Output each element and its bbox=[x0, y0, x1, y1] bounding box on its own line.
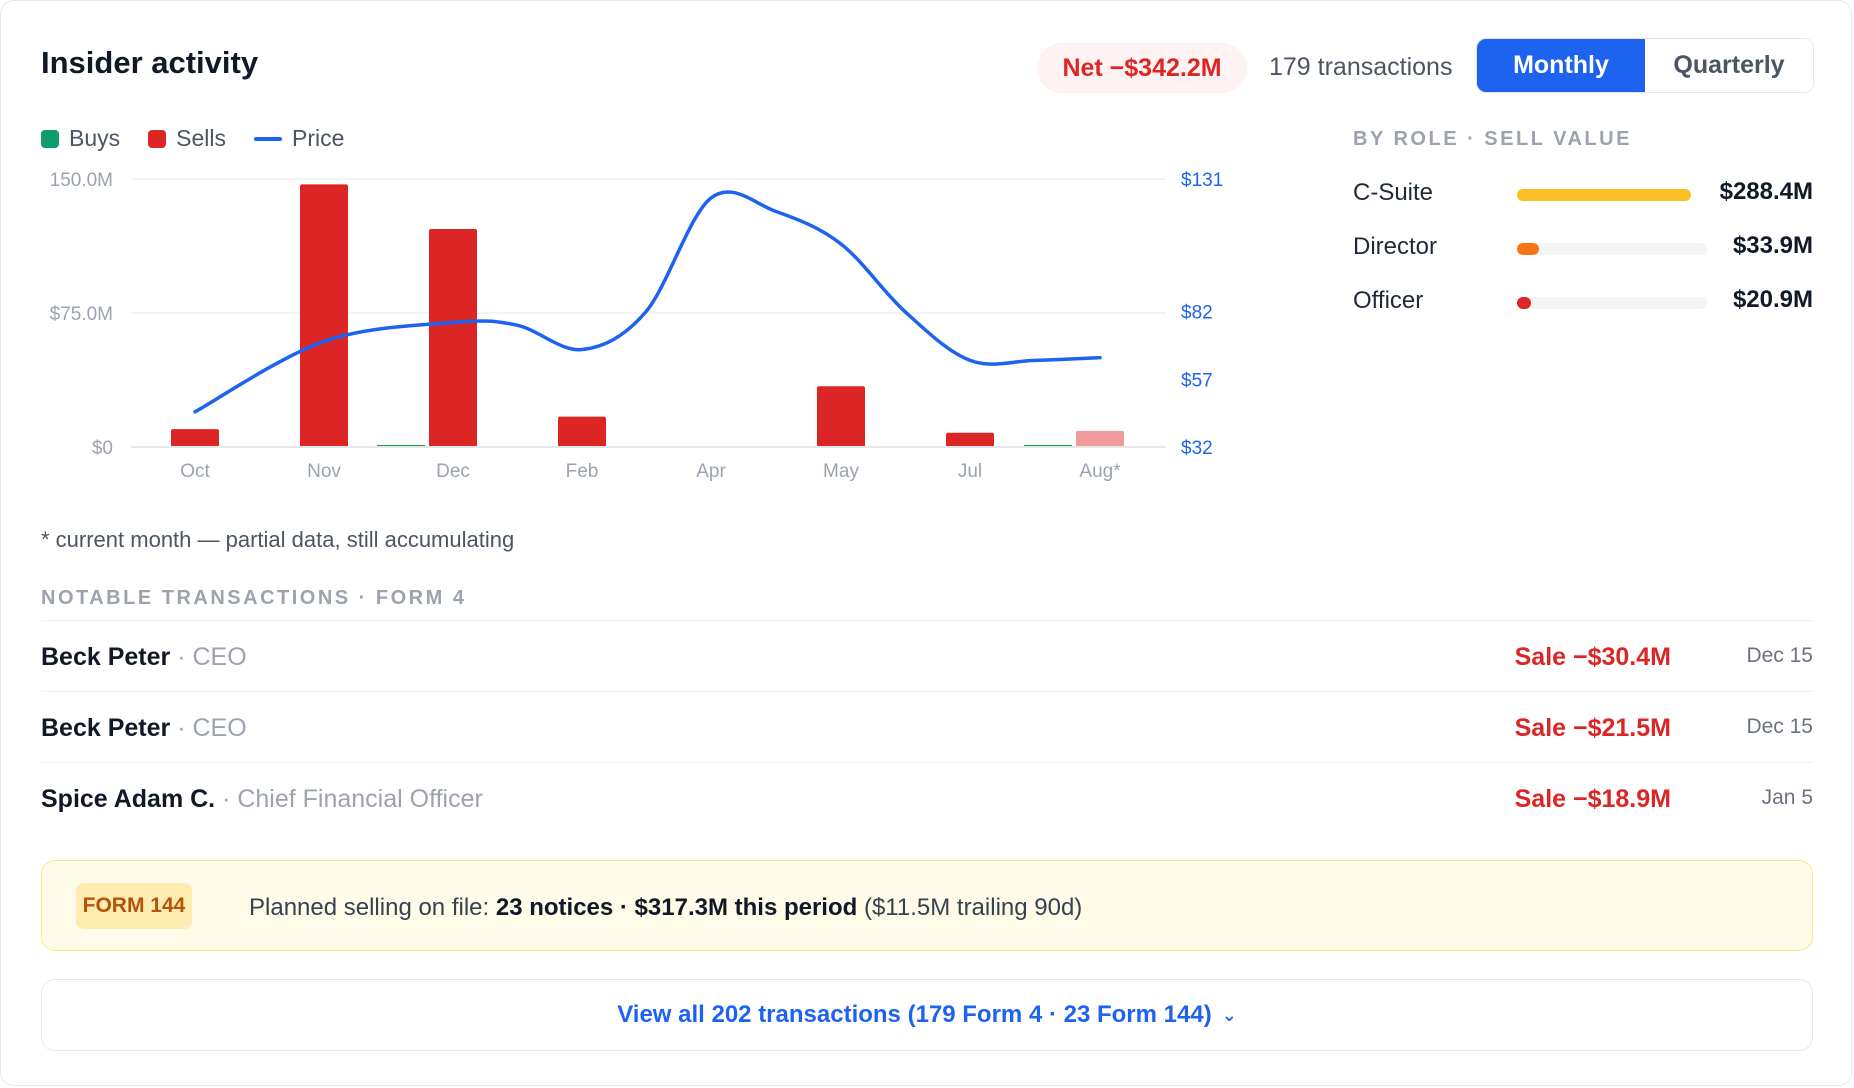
quarterly-button[interactable]: Quarterly bbox=[1645, 39, 1813, 92]
role-value: $288.4M bbox=[1719, 178, 1813, 205]
legend-price-label: Price bbox=[292, 125, 345, 151]
view-all-button[interactable]: View all 202 transactions (179 Form 4 · … bbox=[41, 979, 1813, 1051]
insider-name: Spice Adam C. bbox=[41, 785, 216, 813]
role-bar-fill bbox=[1517, 243, 1540, 255]
x-tick-label: Nov bbox=[307, 461, 341, 482]
price-line bbox=[193, 190, 1102, 414]
role-value: $33.9M bbox=[1732, 232, 1813, 259]
card-title: Insider activity bbox=[41, 45, 259, 80]
y-left-tick-label: 150.0M bbox=[50, 170, 113, 191]
role-row: Officer $20.9M bbox=[1353, 281, 1813, 321]
sell-bar bbox=[300, 184, 348, 448]
legend-sells[interactable]: Sells bbox=[148, 125, 226, 152]
legend-price[interactable]: Price bbox=[254, 125, 344, 152]
chart-legend: Buys Sells Price bbox=[41, 125, 372, 152]
transaction-row[interactable]: Beck Peter · CEO Sale −$21.5M Dec 15 bbox=[41, 691, 1813, 761]
insider-role: · CEO bbox=[170, 643, 247, 671]
x-tick-label: Dec bbox=[436, 461, 470, 482]
sells-swatch-icon bbox=[148, 129, 167, 148]
x-tick-label: Jul bbox=[958, 461, 982, 482]
role-bar-track bbox=[1517, 243, 1707, 255]
insider-role: · Chief Financial Officer bbox=[215, 785, 483, 813]
role-label: Director bbox=[1353, 233, 1438, 260]
transaction-date: Jan 5 bbox=[1761, 786, 1813, 809]
price-line-icon bbox=[254, 136, 282, 141]
sell-bar bbox=[1076, 430, 1124, 447]
role-row: Director $33.9M bbox=[1353, 227, 1813, 267]
transaction-row[interactable]: Beck Peter · CEO Sale −$30.4M Dec 15 bbox=[41, 620, 1813, 690]
sell-bar bbox=[429, 229, 477, 447]
form144-banner: FORM 144 Planned selling on file: 23 not… bbox=[41, 860, 1813, 951]
sell-bar bbox=[558, 416, 606, 447]
legend-sells-label: Sells bbox=[176, 125, 226, 151]
sell-bar bbox=[171, 429, 219, 447]
transaction-insider: Beck Peter · CEO bbox=[41, 643, 247, 672]
insider-name: Beck Peter bbox=[41, 643, 171, 671]
monthly-button[interactable]: Monthly bbox=[1477, 39, 1645, 92]
view-all-label: View all 202 transactions (179 Form 4 · … bbox=[617, 1001, 1212, 1028]
transaction-insider: Beck Peter · CEO bbox=[41, 714, 247, 743]
transaction-insider: Spice Adam C. · Chief Financial Officer bbox=[41, 785, 483, 814]
role-label: C-Suite bbox=[1353, 179, 1434, 206]
notable-transactions-title: NOTABLE TRANSACTIONS · FORM 4 bbox=[41, 587, 467, 609]
y-right-tick-label: $57 bbox=[1181, 370, 1213, 391]
chart-footnote: * current month — partial data, still ac… bbox=[41, 527, 515, 552]
transactions-count: 179 transactions bbox=[1269, 53, 1453, 81]
role-row: C-Suite $288.4M bbox=[1353, 173, 1813, 213]
form144-prefix: Planned selling on file: bbox=[249, 894, 496, 921]
sell-bar bbox=[817, 386, 865, 447]
transaction-date: Dec 15 bbox=[1746, 644, 1813, 667]
transaction-amount: Sale −$18.9M bbox=[1514, 785, 1671, 813]
sell-bar bbox=[946, 432, 994, 447]
role-bar-fill bbox=[1517, 297, 1531, 309]
insider-role: · CEO bbox=[170, 714, 247, 742]
net-badge: Net −$342.2M bbox=[1037, 43, 1247, 93]
insider-chart: 150.0M $75.0M $0 $131 $82 $57 $32 Oct Nov Dec Feb A… bbox=[50, 170, 1224, 482]
by-role-title: BY ROLE · SELL VALUE bbox=[1353, 128, 1632, 150]
role-bar-track bbox=[1517, 297, 1707, 309]
role-bar-fill bbox=[1517, 189, 1691, 201]
y-right-tick-label: $82 bbox=[1181, 303, 1213, 324]
transaction-date: Dec 15 bbox=[1746, 715, 1813, 738]
chevron-down-icon: ⌄ bbox=[1221, 1004, 1237, 1025]
form144-notices: 23 notices · $317.3M this period bbox=[495, 894, 858, 921]
role-label: Officer bbox=[1353, 287, 1424, 314]
form144-text: Planned selling on file: 23 notices · $3… bbox=[249, 894, 1082, 922]
x-tick-label: Apr bbox=[696, 461, 726, 482]
role-bar-track bbox=[1517, 189, 1691, 201]
y-right-tick-label: $131 bbox=[1181, 170, 1223, 191]
x-tick-label: Aug* bbox=[1079, 461, 1121, 482]
x-tick-label: Oct bbox=[180, 461, 210, 482]
legend-buys[interactable]: Buys bbox=[41, 125, 120, 152]
transaction-row[interactable]: Spice Adam C. · Chief Financial Officer S… bbox=[41, 762, 1813, 832]
y-left-tick-label: $75.0M bbox=[50, 304, 113, 325]
form144-tag: FORM 144 bbox=[76, 883, 192, 929]
period-toggle: Monthly Quarterly bbox=[1476, 38, 1814, 93]
form144-suffix: ($11.5M trailing 90d) bbox=[857, 894, 1083, 921]
y-left-tick-label: $0 bbox=[92, 438, 113, 459]
buys-swatch-icon bbox=[41, 129, 59, 148]
x-tick-label: Feb bbox=[566, 461, 599, 482]
y-right-tick-label: $32 bbox=[1181, 438, 1213, 459]
x-tick-label: May bbox=[823, 461, 859, 482]
legend-buys-label: Buys bbox=[69, 125, 121, 151]
transaction-amount: Sale −$21.5M bbox=[1514, 714, 1671, 742]
insider-name: Beck Peter bbox=[41, 714, 171, 742]
role-value: $20.9M bbox=[1732, 286, 1813, 313]
transaction-amount: Sale −$30.4M bbox=[1514, 643, 1671, 671]
